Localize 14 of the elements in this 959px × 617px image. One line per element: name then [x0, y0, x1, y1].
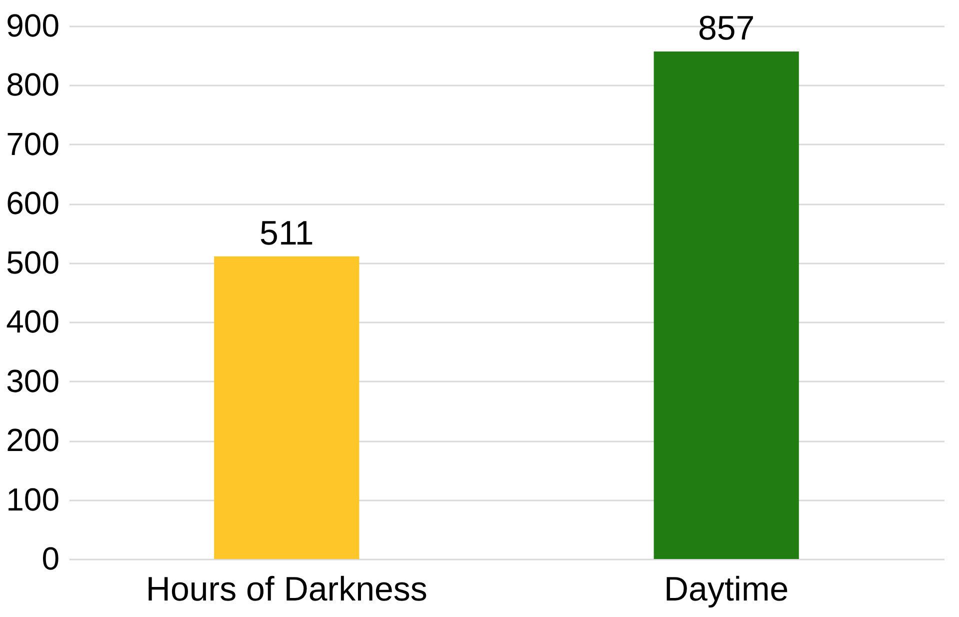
- y-tick-label: 800: [6, 66, 60, 103]
- y-tick-label: 900: [6, 8, 60, 44]
- x-tick-label: Daytime: [664, 570, 789, 608]
- x-tick-label: Hours of Darkness: [146, 570, 428, 608]
- y-tick-label: 600: [6, 185, 60, 222]
- y-tick-label: 300: [6, 362, 60, 399]
- y-tick-label: 200: [6, 422, 60, 458]
- data-label: 511: [260, 214, 314, 252]
- y-tick-label: 700: [6, 126, 60, 162]
- y-tick-label: 100: [6, 481, 60, 518]
- y-tick-label: 400: [6, 304, 60, 340]
- data-label: 857: [698, 9, 755, 48]
- y-tick-label: 500: [6, 244, 60, 280]
- y-tick-label: 0: [42, 540, 60, 576]
